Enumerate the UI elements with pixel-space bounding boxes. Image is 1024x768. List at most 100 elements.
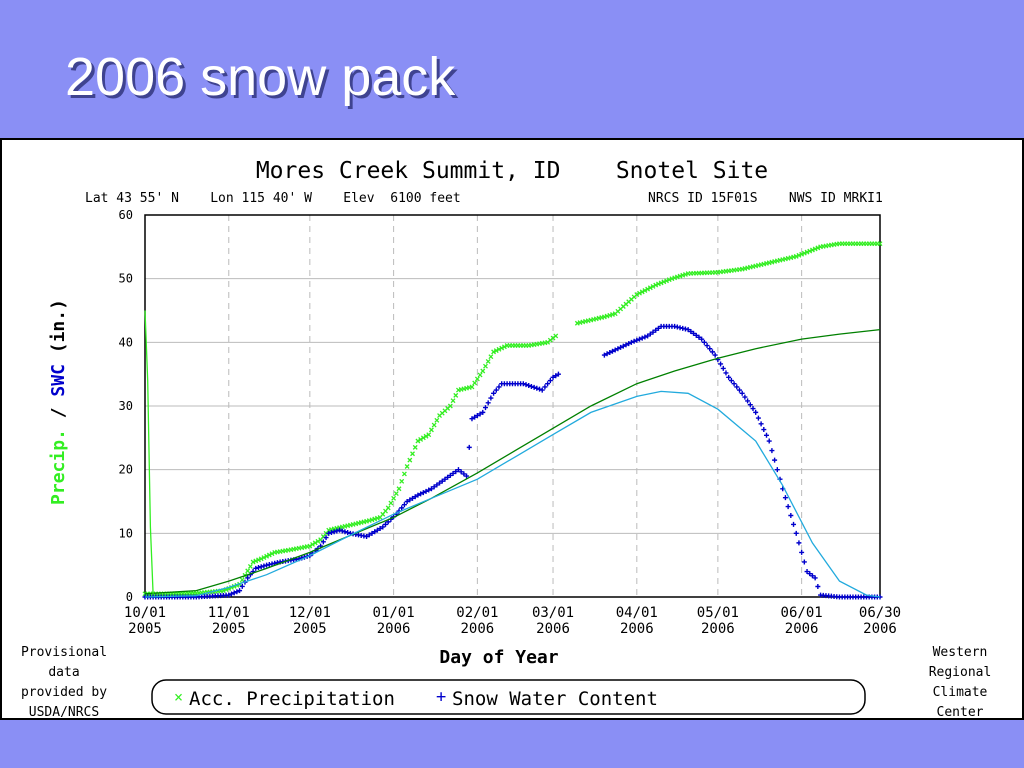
data-point [720, 365, 726, 371]
data-point [661, 279, 667, 285]
y-axis-label-unit: (in.) [48, 299, 69, 364]
data-point [496, 346, 502, 352]
data-point [642, 334, 648, 340]
data-point [634, 292, 640, 298]
data-point [364, 534, 370, 540]
data-point [431, 422, 437, 428]
note-right: Western Regional Climate Center [929, 645, 992, 718]
data-point [266, 552, 272, 558]
data-point [337, 527, 343, 533]
series-5 [144, 310, 154, 594]
data-point [447, 472, 453, 478]
y-tick-label: 20 [119, 463, 133, 477]
data-point [807, 571, 813, 577]
data-point [331, 529, 337, 535]
data-point [766, 438, 772, 444]
data-point [437, 480, 443, 486]
data-point [396, 486, 402, 492]
data-point [269, 551, 275, 557]
data-point [809, 247, 815, 253]
data-point [264, 553, 270, 559]
data-point [385, 505, 391, 511]
data-point [753, 409, 759, 415]
data-point [812, 246, 818, 252]
y-axis-label: Precip. / SWC (in.) [48, 299, 69, 505]
data-point [245, 575, 251, 581]
data-point [491, 390, 497, 396]
y-tick-label: 30 [119, 399, 133, 413]
data-point [410, 451, 415, 457]
data-point [228, 591, 234, 597]
x-axis-label: Day of Year [439, 647, 558, 668]
x-tick-label: 04/01 [616, 605, 658, 621]
data-point [618, 344, 624, 350]
data-point [426, 487, 432, 493]
data-point [239, 577, 245, 583]
data-point [755, 415, 761, 421]
data-point [255, 565, 261, 571]
legend-box [151, 679, 866, 715]
data-point [604, 351, 610, 357]
data-point [234, 589, 240, 595]
note-left: Provisional data provided by USDA/NRCS [21, 645, 107, 718]
data-point [742, 394, 748, 400]
data-point [639, 289, 645, 295]
data-point [642, 288, 648, 293]
data-point [809, 573, 815, 579]
data-point [655, 325, 661, 331]
data-point [650, 283, 656, 289]
data-point [723, 370, 729, 376]
data-point [631, 338, 637, 344]
data-point [326, 530, 332, 536]
data-point [415, 438, 421, 444]
data-point [442, 476, 448, 482]
data-point [474, 376, 480, 382]
data-point [488, 395, 494, 401]
data-point [488, 354, 494, 360]
series-3 [144, 328, 881, 595]
data-point [793, 253, 799, 259]
data-point [453, 392, 459, 398]
data-point [539, 387, 545, 393]
note-right-line: Climate [933, 685, 988, 700]
data-point [477, 411, 483, 417]
data-point [377, 526, 383, 532]
data-point [493, 387, 499, 393]
data-point [401, 471, 407, 477]
data-point [650, 329, 656, 335]
data-point [774, 467, 780, 473]
data-point [812, 575, 818, 581]
data-point [399, 505, 405, 511]
data-point [772, 457, 778, 463]
data-point [445, 474, 451, 480]
data-point [369, 530, 375, 536]
data-point [418, 491, 424, 497]
data-point [447, 403, 453, 409]
data-point [480, 368, 486, 374]
data-point [469, 384, 475, 390]
chart-frame: Mores Creek Summit, ID Snotel Site Lat 4… [0, 138, 1024, 720]
data-point [464, 473, 470, 479]
data-point [704, 343, 710, 349]
data-point [799, 251, 805, 257]
data-point [688, 329, 694, 335]
data-point [799, 549, 805, 555]
data-point [410, 495, 416, 501]
data-point [310, 542, 315, 547]
data-point [374, 527, 380, 533]
y-axis-label-precip: Precip. [48, 429, 69, 505]
x-tick-label-year: 2006 [461, 621, 495, 637]
data-point [542, 384, 548, 390]
data-point [555, 371, 561, 377]
y-axis-label-swc: SWC [48, 364, 69, 397]
data-point [782, 495, 788, 501]
x-tick-label: 03/01 [532, 605, 574, 621]
data-point [472, 380, 478, 386]
x-tick-label-year: 2006 [536, 621, 570, 637]
data-point [528, 383, 534, 389]
data-point [637, 336, 643, 342]
data-point [639, 335, 645, 341]
data-point [658, 280, 664, 286]
data-point [423, 488, 429, 494]
data-point [796, 252, 802, 258]
